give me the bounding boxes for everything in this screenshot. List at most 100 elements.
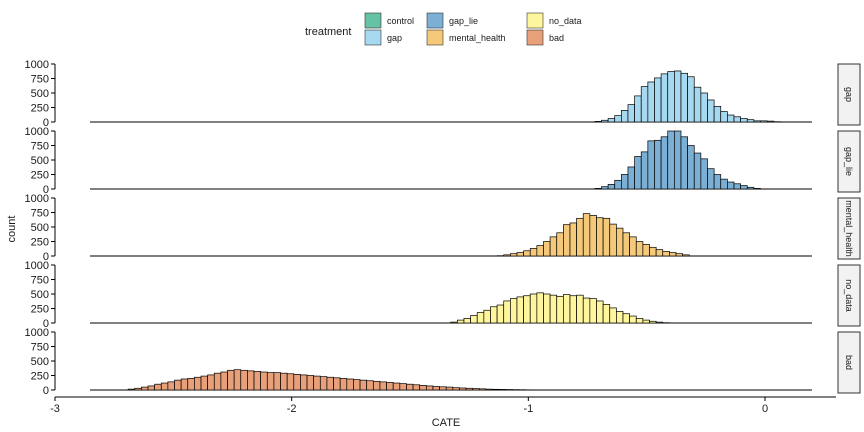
legend-label: gap_lie <box>449 16 478 26</box>
facet-panel-no_data: 0 250 500 750 1000 no_data <box>25 260 861 330</box>
histogram-bar <box>647 81 655 123</box>
histogram-bar <box>516 252 524 257</box>
histogram-bar <box>607 118 616 123</box>
histogram-bar <box>569 222 577 257</box>
histogram-bar <box>412 384 421 391</box>
legend-label: mental_health <box>449 33 506 43</box>
histogram-bar <box>746 186 755 190</box>
histogram-bar <box>227 369 235 391</box>
histogram-bar <box>543 241 551 257</box>
histogram-bar <box>200 375 208 391</box>
histogram-bar <box>293 373 301 391</box>
histogram-bar <box>563 294 571 324</box>
y-tick-label: 500 <box>31 222 49 234</box>
histogram-bar <box>740 118 748 123</box>
x-tick-label: 0 <box>762 403 768 415</box>
y-tick-label: 1000 <box>25 327 49 339</box>
histogram-bar <box>622 313 630 324</box>
histogram-bar <box>627 166 635 190</box>
histogram-bar <box>655 249 664 257</box>
histogram-bar <box>649 246 657 257</box>
facet-strip-mental_health <box>837 197 861 260</box>
y-tick-label: 0 <box>43 251 49 263</box>
histogram-bar <box>733 183 741 190</box>
histogram-bar <box>134 387 142 391</box>
histogram-bar <box>220 371 228 391</box>
histogram-bar <box>640 151 649 190</box>
histogram-bar <box>601 119 609 123</box>
histogram-bar <box>266 372 275 391</box>
histogram-bar <box>549 236 558 257</box>
histogram-bar <box>478 388 487 391</box>
histogram-bar <box>727 114 735 123</box>
histogram-bar <box>616 311 624 324</box>
histogram-bar <box>319 376 328 391</box>
histogram-bar <box>359 379 368 391</box>
y-tick-label: 750 <box>31 141 49 153</box>
histogram-bar <box>445 386 454 391</box>
y-tick-label: 0 <box>43 385 49 397</box>
histogram-bar <box>760 120 768 123</box>
x-tick-label: -3 <box>50 403 60 415</box>
histogram-bar <box>379 381 387 391</box>
y-tick-label: 250 <box>31 371 49 383</box>
histogram-bar <box>187 378 195 391</box>
y-tick-label: 500 <box>31 289 49 301</box>
histogram-bar <box>609 223 617 257</box>
y-tick-label: 750 <box>31 342 49 354</box>
histogram-bar <box>614 115 622 123</box>
histogram-bar <box>576 294 584 324</box>
y-axis-title: count <box>6 216 18 243</box>
histogram-bar <box>286 373 295 391</box>
histogram-bar <box>174 379 182 391</box>
facet-strip-no_data <box>837 264 861 327</box>
y-tick-label: 1000 <box>25 193 49 205</box>
histogram-bar <box>602 217 611 257</box>
histogram-bar <box>483 309 491 324</box>
histogram-bar <box>602 304 611 324</box>
histogram-bar <box>147 385 155 391</box>
y-tick-label: 0 <box>43 318 49 330</box>
histogram-bar <box>616 227 624 257</box>
y-tick-label: 250 <box>31 170 49 182</box>
histogram-bar <box>247 370 255 391</box>
facet-strip-gap_lie <box>837 130 861 193</box>
histogram-bar <box>543 293 551 324</box>
histogram-bar <box>642 319 650 324</box>
histogram-bar <box>141 386 149 391</box>
histogram-bar <box>536 245 544 257</box>
histogram-bar <box>485 388 493 391</box>
histogram-bar <box>160 382 169 391</box>
histogram-bar <box>733 116 741 123</box>
histogram-bar <box>326 376 334 391</box>
x-axis: -3 -2 -1 0 <box>50 396 836 415</box>
histogram-bar <box>523 295 531 324</box>
histogram-bar <box>582 297 591 324</box>
histogram-bar <box>620 110 629 123</box>
facet-panel-mental_health: 0 250 500 750 1000 mental_health <box>25 193 861 263</box>
histogram-bar <box>753 188 761 190</box>
legend-label: bad <box>549 33 564 43</box>
histogram-bar <box>669 252 677 257</box>
histogram-bar <box>503 300 511 324</box>
facet-strip-gap <box>837 63 861 126</box>
histogram-bar <box>594 188 602 190</box>
histogram-bar <box>674 70 682 123</box>
facet-strip-label: bad <box>844 355 854 370</box>
histogram-bar <box>640 86 649 123</box>
histogram-bar <box>399 383 407 391</box>
histogram-bar <box>576 217 584 257</box>
histogram-bar <box>634 95 642 123</box>
histogram-bar <box>529 293 538 324</box>
legend-entry-gap_lie: gap_lie <box>426 12 478 29</box>
legend-entry-mental_health: mental_health <box>426 29 506 46</box>
histogram-bar <box>339 378 348 391</box>
histogram-bar <box>549 294 558 324</box>
histogram-bar <box>386 382 394 391</box>
histogram-bar <box>346 378 354 391</box>
histogram-bar <box>260 371 268 391</box>
histogram-bar <box>306 375 315 391</box>
histogram-bar <box>629 315 637 324</box>
y-tick-label: 1000 <box>25 59 49 71</box>
